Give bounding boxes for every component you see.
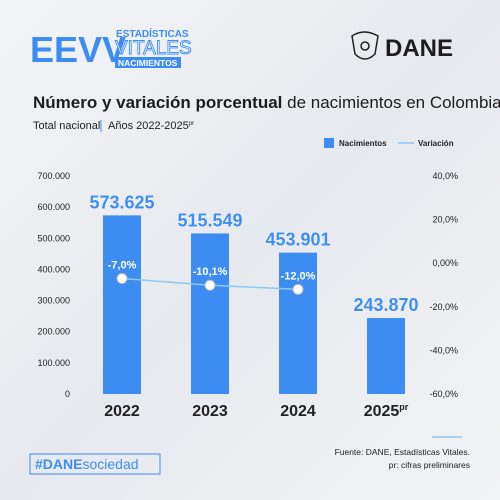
logo-band (115, 57, 181, 68)
variation-label: -10,1% (193, 266, 228, 278)
category: 2023 (192, 403, 228, 420)
x-tick-label: 2023 (192, 403, 228, 420)
y-tick-label: 500.000 (37, 233, 70, 243)
y-tick-label: 300.000 (37, 296, 70, 306)
bar (103, 215, 141, 394)
y2-tick-label: 0,00% (432, 258, 458, 268)
bar-value-label: 515.549 (177, 210, 242, 230)
logo-line: NACIMIENTOS (118, 58, 178, 68)
legend: Nacimientos Variación (324, 138, 454, 148)
hashtag-box (29, 453, 161, 475)
x-tick-label: 2025pr (364, 402, 409, 420)
legend-label: Nacimientos (339, 139, 387, 148)
category: 2025 (364, 403, 400, 420)
y2-tick-label: 20,0% (432, 215, 458, 225)
variation-point (204, 279, 216, 291)
bar-value-label: 453.901 (265, 230, 330, 250)
y2-tick-label: -40,0% (429, 345, 458, 355)
y2-tick-label: -20,0% (429, 302, 458, 312)
title-bold: Número y variación porcentual (33, 93, 282, 112)
category-superscript: pr (399, 402, 408, 412)
category: 2024 (280, 403, 316, 420)
y-tick-label: 100.000 (37, 358, 70, 368)
subtitle: Total nacional (33, 120, 100, 132)
logo-big: EEVV (30, 29, 126, 70)
variation-point (292, 283, 304, 295)
bar (191, 233, 229, 394)
hashtag: #DANEsociedad (35, 456, 139, 472)
logo-line: ESTADÍSTICAS (116, 27, 189, 40)
y2-tick-label: 40,0% (432, 171, 458, 181)
y-tick-label: 200.000 (37, 327, 70, 337)
variation-label: -12,0% (281, 270, 316, 282)
y-tick-label: 600.000 (37, 202, 70, 212)
y2-tick-label: -60,0% (429, 389, 458, 399)
years-superscript: pr (189, 121, 194, 127)
logo-line: VITALES (115, 38, 192, 59)
bar-value-label: 573.625 (89, 192, 154, 212)
y-tick-label: 400.000 (37, 264, 70, 274)
x-tick-label: 2022 (104, 403, 140, 420)
legend-swatch (324, 138, 334, 148)
legend-label: Variación (418, 139, 454, 148)
hashtag-rest: sociedad (82, 456, 138, 472)
brand: DANE (385, 35, 453, 62)
years: Años 2022-2025pr (108, 120, 194, 132)
title-rest: de nacimientos en Colombia (282, 93, 500, 112)
variation-label: -7,0% (108, 259, 137, 271)
bar (279, 252, 317, 394)
years-text: Años 2022-2025 (108, 120, 189, 132)
note: pr: cifras preliminares (389, 460, 470, 470)
emblem (351, 31, 379, 60)
bar-value-label: 243.870 (353, 295, 418, 315)
hashtag-bold: #DANE (35, 456, 82, 472)
source: Fuente: DANE, Estadísticas Vitales. (335, 447, 470, 457)
variation-point (116, 272, 128, 284)
y-tick-label: 0 (65, 389, 70, 399)
y-tick-label: 700.000 (37, 171, 70, 181)
bar (367, 318, 405, 394)
x-tick-label: 2024 (280, 403, 316, 420)
category: 2022 (104, 403, 140, 420)
chart-title: Número y variación porcentual de nacimie… (33, 93, 500, 112)
